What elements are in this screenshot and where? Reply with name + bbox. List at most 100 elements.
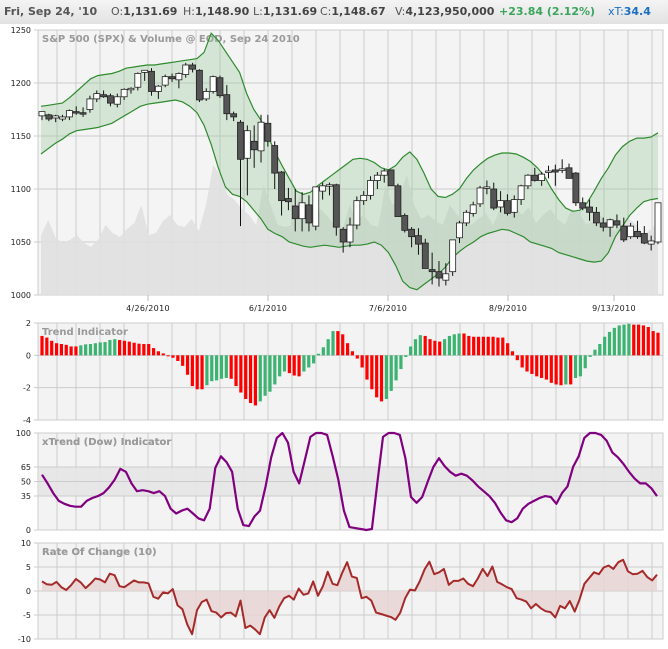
candle-body bbox=[189, 64, 196, 70]
trend-bar bbox=[530, 355, 534, 374]
trend-bar bbox=[554, 355, 558, 385]
panel-title: xTrend (Dow) Indicator bbox=[42, 437, 171, 448]
candlestick bbox=[189, 62, 196, 73]
trend-bar bbox=[549, 355, 553, 383]
panel-title: xTrend (Dow) Indicator bbox=[42, 437, 171, 448]
candlestick bbox=[202, 88, 210, 102]
panel-title: Rate Of Change (10) bbox=[42, 547, 157, 558]
candle-body bbox=[346, 224, 354, 243]
y-axis-tick-label: -5 bbox=[23, 611, 31, 620]
trend-bar bbox=[93, 343, 97, 356]
candlestick bbox=[65, 109, 73, 121]
y-axis-tick-label: -10 bbox=[18, 635, 31, 644]
trend-bar bbox=[612, 327, 616, 356]
candlestick bbox=[613, 214, 621, 229]
candlestick bbox=[86, 95, 94, 113]
trend-bar bbox=[176, 355, 180, 361]
candlestick bbox=[387, 169, 395, 187]
candle-body bbox=[86, 98, 94, 110]
candlestick bbox=[298, 192, 306, 232]
candlestick bbox=[332, 183, 340, 236]
candle-body bbox=[593, 211, 600, 224]
candlestick bbox=[209, 75, 217, 94]
candlestick bbox=[182, 62, 190, 78]
xtrend-value: xT:34.4 bbox=[608, 5, 651, 18]
candlestick bbox=[538, 172, 546, 186]
trend-bar bbox=[181, 355, 185, 366]
candle-body bbox=[72, 111, 80, 114]
candle-body bbox=[449, 239, 457, 273]
candle-body bbox=[148, 70, 155, 92]
candlestick bbox=[319, 182, 327, 200]
trend-bar bbox=[539, 355, 544, 378]
trend-bar bbox=[404, 355, 408, 357]
trend-bar bbox=[442, 339, 447, 356]
trend-bar bbox=[316, 353, 321, 356]
candle-body bbox=[517, 185, 525, 201]
candle-body bbox=[654, 202, 662, 243]
trend-bar bbox=[268, 355, 272, 392]
candlestick bbox=[456, 220, 463, 244]
trend-bar bbox=[137, 343, 141, 356]
trend-bar bbox=[355, 355, 359, 359]
trend-indicator-chart[interactable]: 2 0 -2 -4 Trend Indicator bbox=[23, 319, 664, 425]
candlestick bbox=[545, 165, 552, 179]
candle-body bbox=[408, 228, 416, 238]
candlestick bbox=[380, 168, 388, 183]
candlestick bbox=[401, 213, 409, 233]
quote-header: Fri, Sep 24, '10 O:1,131.69 H:1,148.90 L… bbox=[0, 0, 668, 25]
candle-body bbox=[113, 96, 121, 105]
candle-body bbox=[223, 94, 231, 115]
y-axis-tick-label: 65 bbox=[21, 463, 31, 472]
trend-bar bbox=[360, 355, 364, 368]
candlestick bbox=[627, 222, 635, 239]
trend-bar bbox=[302, 355, 306, 372]
panel-title: S&P 500 (SPX) & Volume @ EOD, Sep 24 201… bbox=[42, 34, 300, 45]
candlestick bbox=[504, 194, 511, 216]
candle-body bbox=[107, 95, 114, 104]
candle-body bbox=[127, 87, 135, 91]
candlestick bbox=[640, 226, 648, 245]
candle-body bbox=[394, 185, 402, 217]
trend-bar bbox=[234, 355, 238, 387]
trend-bar bbox=[515, 355, 519, 361]
trend-bar bbox=[350, 351, 355, 356]
candle-body bbox=[387, 169, 395, 187]
trend-bar bbox=[409, 346, 413, 356]
candle-body bbox=[305, 204, 313, 224]
candle-body bbox=[435, 271, 443, 279]
trend-bar bbox=[307, 355, 311, 368]
candle-body bbox=[442, 273, 450, 281]
candle-body bbox=[52, 115, 60, 119]
trend-bar bbox=[423, 335, 427, 356]
candlestick bbox=[113, 93, 121, 108]
candle-body bbox=[627, 225, 635, 238]
candlestick bbox=[497, 191, 504, 213]
trend-bar bbox=[258, 355, 262, 402]
trend-bar bbox=[229, 355, 233, 379]
trend-bar bbox=[476, 336, 481, 356]
candlestick bbox=[572, 172, 580, 206]
trend-bar bbox=[273, 355, 277, 385]
candle-body bbox=[640, 233, 648, 244]
candlestick bbox=[524, 174, 532, 189]
trend-bar bbox=[166, 355, 170, 357]
trend-bar bbox=[496, 337, 500, 356]
candle-body bbox=[510, 199, 518, 213]
candlestick bbox=[127, 87, 135, 94]
trend-bar bbox=[379, 355, 384, 402]
candlestick bbox=[353, 196, 361, 230]
candle-body bbox=[558, 168, 566, 171]
candle-body bbox=[243, 130, 251, 159]
candlestick bbox=[469, 201, 477, 217]
candlestick bbox=[278, 170, 285, 216]
candle-body bbox=[326, 184, 333, 187]
candle-body bbox=[196, 69, 203, 101]
candlestick bbox=[449, 239, 457, 276]
trend-bar bbox=[428, 339, 432, 356]
candle-body bbox=[524, 174, 532, 187]
candlestick bbox=[230, 111, 238, 122]
